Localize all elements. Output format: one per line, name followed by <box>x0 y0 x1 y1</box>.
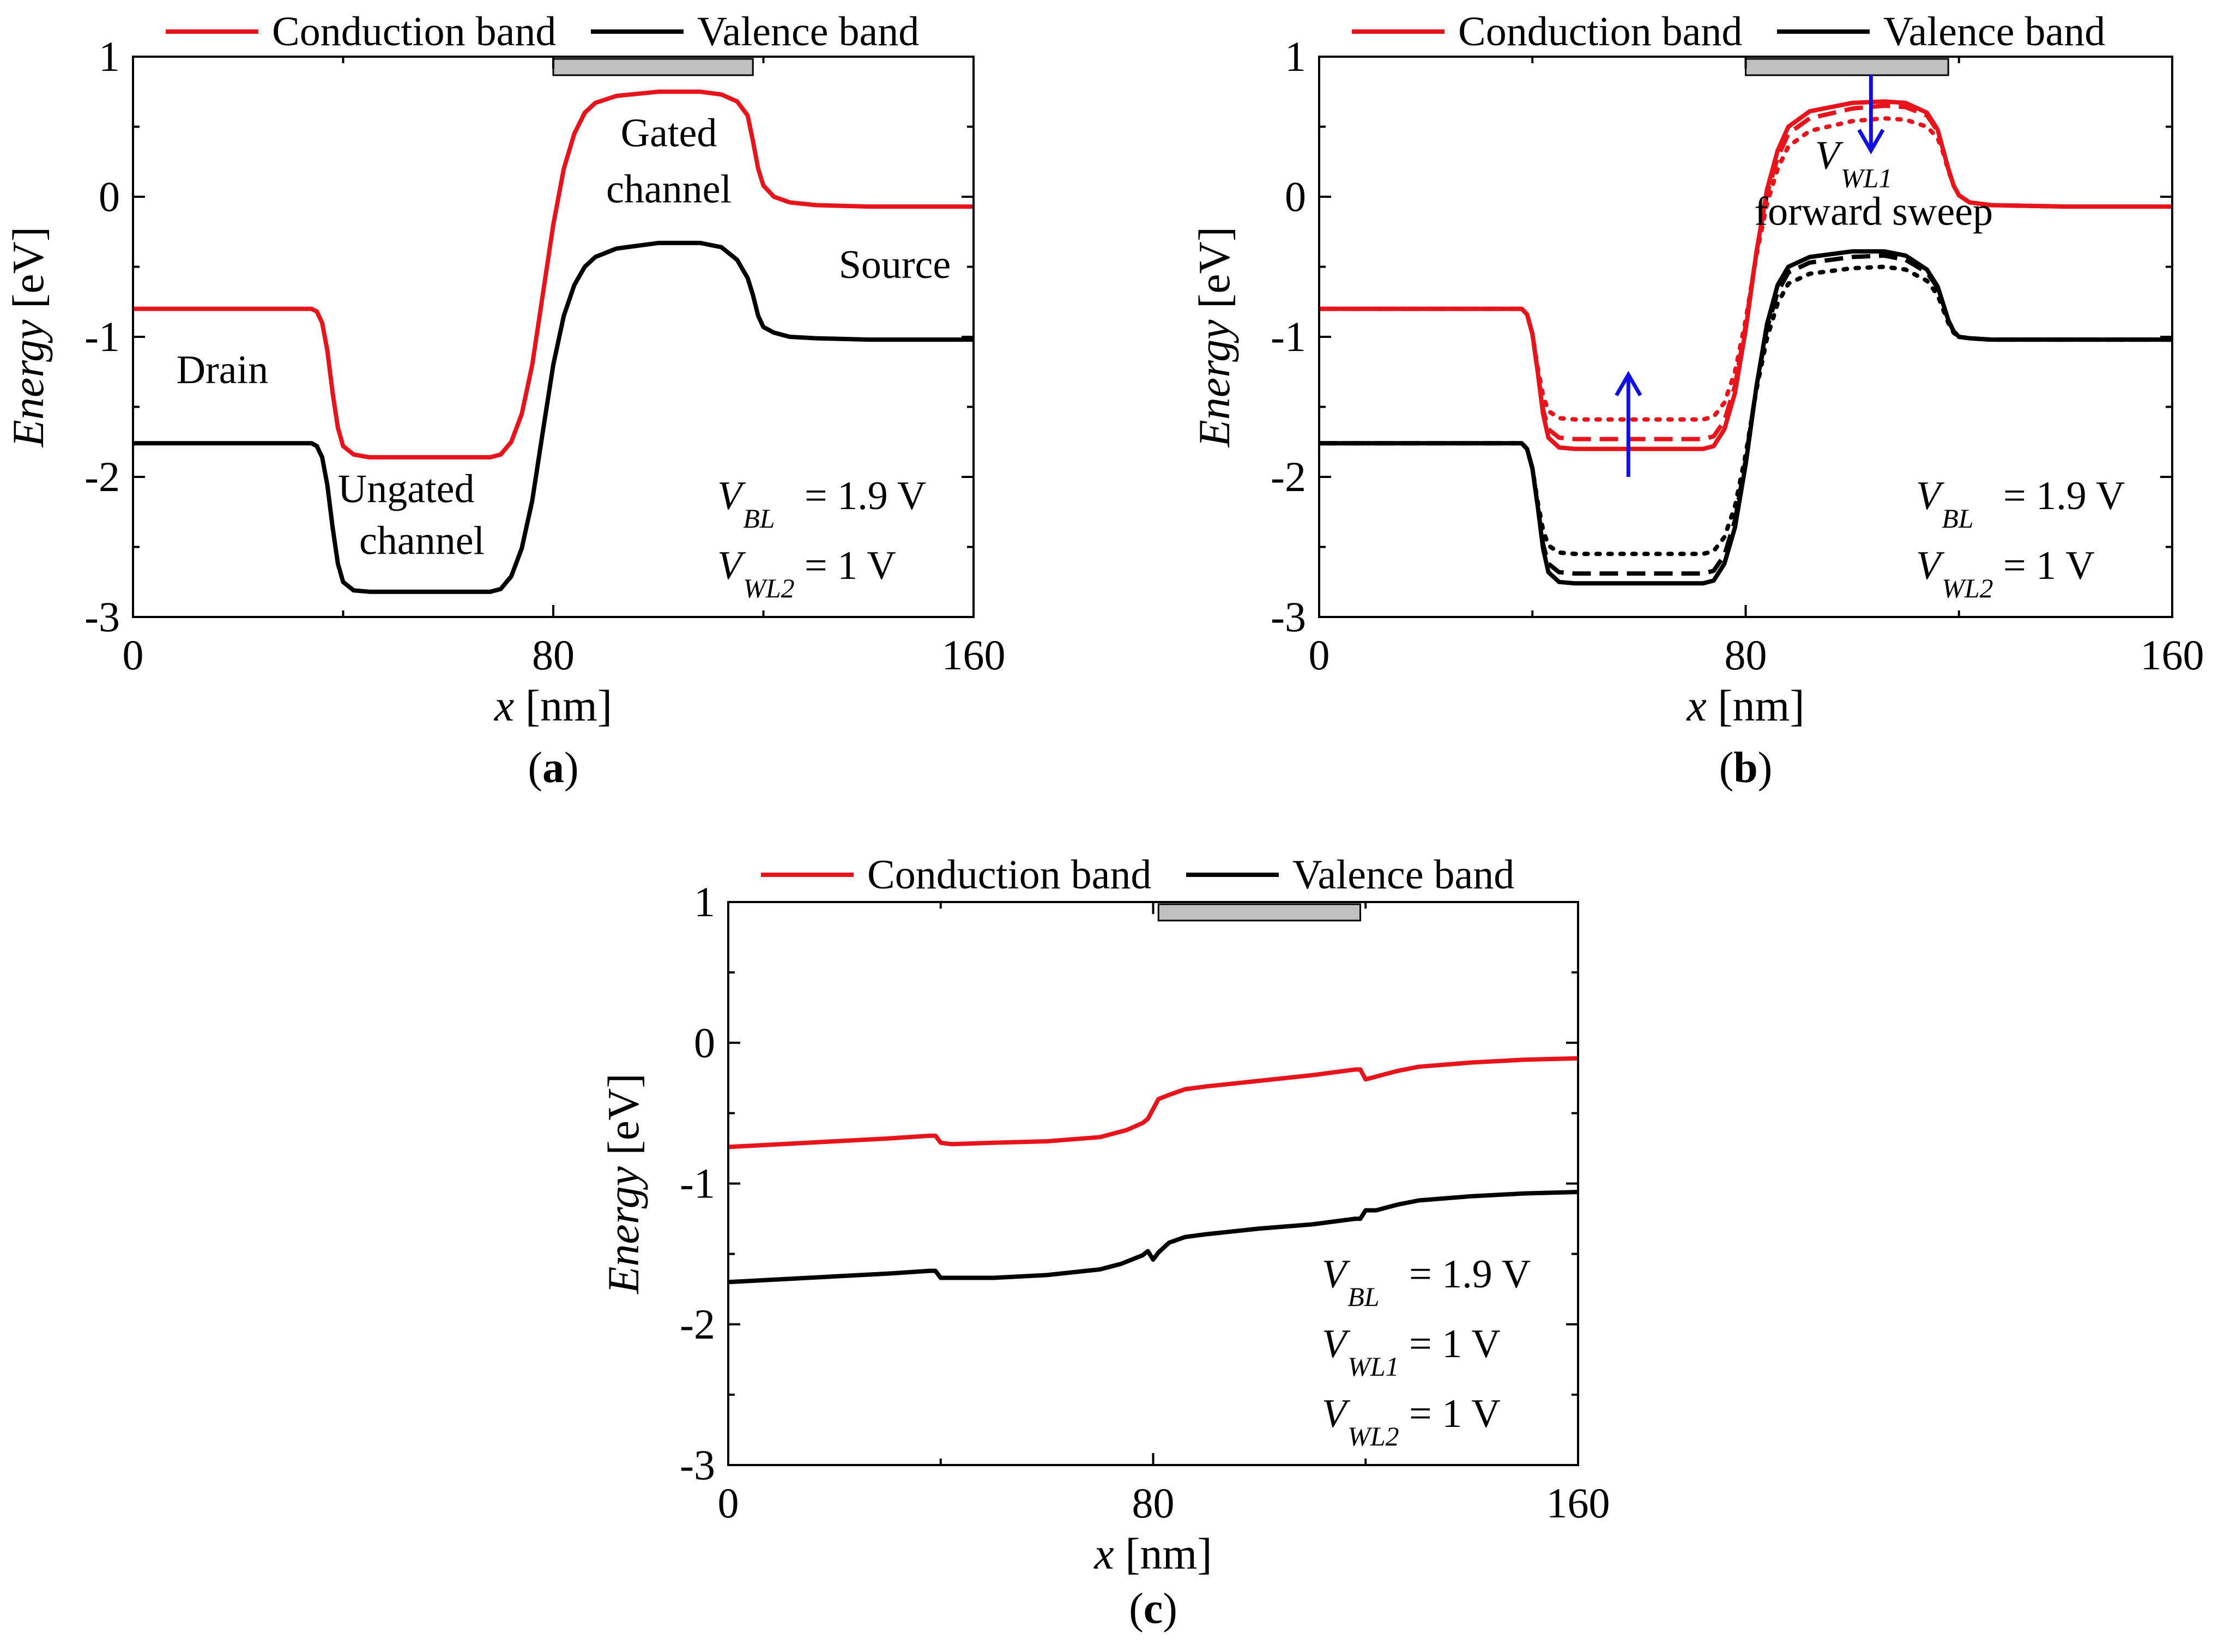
y-tick-label: 0 <box>1285 173 1306 220</box>
x-tick-label: 80 <box>532 631 575 679</box>
series-line-0 <box>1319 99 2172 451</box>
annotation-label: Source <box>839 243 951 287</box>
bias-value: = 1.9 V <box>1409 1252 1531 1297</box>
legend-entry: Conduction band <box>1458 9 1742 55</box>
x-tick-label: 80 <box>1725 631 1767 679</box>
gate-electrode-bar <box>552 58 754 76</box>
annotation-label: channel <box>606 167 732 211</box>
y-tick-label: -2 <box>84 453 120 500</box>
y-tick-label: -2 <box>680 1300 715 1348</box>
bias-label: VWL2 <box>1916 543 1993 603</box>
sweep-label: VWL1 <box>1815 134 1893 193</box>
x-tick-label: 160 <box>1546 1479 1610 1527</box>
legend-entry: Valence band <box>697 9 919 55</box>
bias-label: VBL <box>1916 474 1974 534</box>
arrow-head <box>1857 129 1885 155</box>
panel-b: -3 -2 -1 0 1 0 80 160 x [nm] Energy [eV] Conductio… <box>1189 9 2204 792</box>
y-axis-title: Energy [eV] <box>599 1073 648 1294</box>
series-line-5 <box>1319 264 2172 556</box>
plot-frame <box>132 56 975 618</box>
gate-electrode-bar <box>1745 58 1949 76</box>
panel-a: -3 -2 -1 0 1 0 80 160 x [nm] Energy [eV] Conductio… <box>3 9 1006 792</box>
panel-label: (a) <box>528 744 578 792</box>
plot-frame <box>727 901 1579 1466</box>
y-tick-label: 1 <box>694 878 715 925</box>
y-tick-label: 1 <box>99 33 120 80</box>
series-line-0 <box>728 1056 1578 1149</box>
series-line-1 <box>728 1190 1578 1285</box>
y-tick-label: 0 <box>694 1019 715 1066</box>
y-tick-label: -2 <box>1271 453 1306 500</box>
y-tick-label: -3 <box>84 593 120 640</box>
legend-entry: Conduction band <box>272 9 556 55</box>
bias-value: = 1.9 V <box>2003 474 2125 518</box>
x-axis-title: x [nm] <box>494 681 612 730</box>
x-tick-label: 0 <box>718 1479 739 1527</box>
arrow-head <box>1615 371 1642 397</box>
y-tick-label: -1 <box>1271 313 1306 360</box>
y-axis-title: Energy [eV] <box>1189 227 1239 447</box>
bias-label: VWL1 <box>1322 1322 1399 1382</box>
series-line-4 <box>1319 253 2172 576</box>
annotation-label: channel <box>359 518 485 563</box>
x-tick-label: 0 <box>1309 631 1330 679</box>
y-tick-label: -3 <box>1271 593 1306 640</box>
legend-entry: Valence band <box>1883 9 2105 55</box>
legend-entry: Conduction band <box>867 852 1151 898</box>
series-line-1 <box>1319 104 2172 441</box>
bias-value: = 1 V <box>2003 543 2095 588</box>
bias-label: VWL2 <box>1322 1391 1399 1451</box>
y-tick-label: -1 <box>84 313 120 360</box>
bias-label: VBL <box>1322 1252 1380 1312</box>
annotation-label: Drain <box>177 348 269 392</box>
bias-value: = 1 V <box>805 543 896 588</box>
annotation-label: forward sweep <box>1754 189 1993 234</box>
x-tick-label: 160 <box>942 631 1006 679</box>
panel-label: (b) <box>1719 744 1773 792</box>
y-axis-title: Energy [eV] <box>3 227 53 447</box>
series-line-3 <box>1319 249 2172 586</box>
bias-value: = 1 V <box>1409 1322 1501 1366</box>
series-line-0 <box>133 89 974 459</box>
panel-c: -3 -2 -1 0 1 0 80 160 x [nm] Energy [eV] Conductio… <box>599 852 1610 1633</box>
panel-label: (c) <box>1129 1585 1177 1633</box>
x-tick-label: 80 <box>1132 1479 1175 1527</box>
series-line-2 <box>1319 116 2172 422</box>
x-tick-label: 0 <box>123 631 144 679</box>
annotation-label: Gated <box>621 111 717 155</box>
bias-label: VBL <box>717 474 775 534</box>
bias-label: VWL2 <box>717 543 795 603</box>
y-tick-label: 1 <box>1285 33 1306 80</box>
y-tick-label: -3 <box>680 1441 715 1488</box>
annotation-label: Ungated <box>338 467 475 511</box>
series-line-1 <box>133 240 974 594</box>
legend-entry: Valence band <box>1292 852 1514 898</box>
y-tick-label: 0 <box>99 173 120 220</box>
bias-value: = 1 V <box>1409 1391 1501 1436</box>
y-tick-label: -1 <box>680 1160 715 1207</box>
x-tick-label: 160 <box>2141 631 2204 679</box>
bias-value: = 1.9 V <box>805 474 926 518</box>
gate-electrode-bar <box>1157 903 1362 922</box>
x-axis-title: x [nm] <box>1686 681 1804 730</box>
x-axis-title: x [nm] <box>1093 1529 1212 1578</box>
